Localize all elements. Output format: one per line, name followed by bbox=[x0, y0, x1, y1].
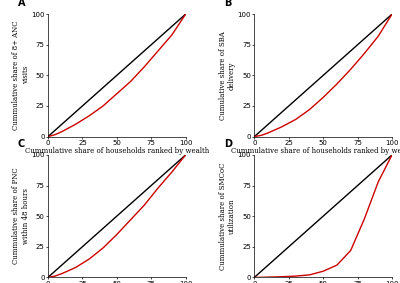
Y-axis label: Cummulative share of PNC
within 48 hours: Cummulative share of PNC within 48 hours bbox=[12, 168, 30, 264]
Legend: Line of equality, Lorenz curve: Line of equality, Lorenz curve bbox=[51, 228, 182, 234]
Y-axis label: Cumulative share of SBA
delivery: Cumulative share of SBA delivery bbox=[219, 31, 236, 120]
Text: B: B bbox=[224, 0, 232, 8]
X-axis label: Cummulative share of households ranked by wealth
quintiles: Cummulative share of households ranked b… bbox=[231, 147, 400, 165]
Y-axis label: Cummulative share of SMCoC
utilization: Cummulative share of SMCoC utilization bbox=[219, 162, 236, 270]
Text: A: A bbox=[18, 0, 25, 8]
X-axis label: Cummulative share of households ranked by wealth
quintiles: Cummulative share of households ranked b… bbox=[25, 147, 209, 165]
Text: C: C bbox=[18, 139, 25, 149]
Y-axis label: Cummulative share of 8+ ANC
visits: Cummulative share of 8+ ANC visits bbox=[12, 21, 30, 130]
Legend: Line of equality, Lorenz curve: Line of equality, Lorenz curve bbox=[258, 228, 389, 234]
Text: D: D bbox=[224, 139, 232, 149]
